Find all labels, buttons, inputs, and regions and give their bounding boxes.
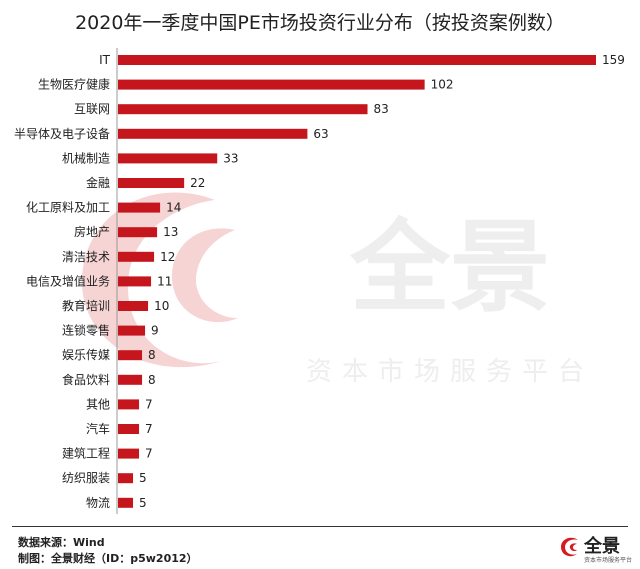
chart-title: 2020年一季度中国PE市场投资行业分布（按投资案例数） bbox=[75, 12, 565, 34]
bar bbox=[118, 301, 149, 311]
data-label: 8 bbox=[148, 373, 156, 387]
logo-name: 全景 bbox=[584, 536, 620, 557]
data-label: 102 bbox=[431, 78, 454, 92]
data-label: 22 bbox=[190, 176, 205, 190]
category-label: 教育培训 bbox=[62, 298, 110, 313]
data-label: 9 bbox=[151, 324, 159, 338]
bar bbox=[118, 497, 134, 508]
bar bbox=[118, 350, 143, 361]
bars-group bbox=[118, 55, 596, 508]
bar bbox=[118, 399, 140, 410]
logo-swirl-icon bbox=[561, 537, 578, 557]
data-label: 13 bbox=[163, 225, 178, 239]
bar bbox=[118, 251, 155, 262]
watermark-sub-text: 资本市场服务平台 bbox=[306, 357, 594, 387]
bar bbox=[118, 325, 146, 336]
bar bbox=[118, 276, 152, 287]
data-source-text: 数据来源：Wind bbox=[18, 536, 105, 549]
data-label: 11 bbox=[157, 274, 172, 288]
brand-logo: 全景 资本市场服务平台 bbox=[558, 532, 634, 566]
data-label: 8 bbox=[148, 348, 156, 362]
bar bbox=[118, 202, 161, 213]
category-label: 建筑工程 bbox=[62, 446, 110, 461]
category-label: 娱乐传媒 bbox=[62, 347, 110, 362]
data-label: 33 bbox=[223, 151, 238, 165]
data-label: 7 bbox=[145, 422, 153, 436]
bar bbox=[118, 153, 218, 164]
data-label: 5 bbox=[139, 496, 147, 510]
category-label: 连锁零售 bbox=[62, 323, 110, 338]
data-label: 7 bbox=[145, 397, 153, 411]
logo-subtitle: 资本市场服务平台 bbox=[584, 557, 633, 564]
bar-chart: 全景 资本市场服务平台 IT 生物医疗健康互联网半导体及电子设备机械制造金融化工原… bbox=[14, 48, 625, 514]
bar bbox=[118, 374, 143, 385]
data-label: 63 bbox=[313, 127, 328, 141]
data-label: 83 bbox=[374, 102, 389, 116]
category-label: 食品饮料 bbox=[62, 372, 110, 387]
data-label: 10 bbox=[154, 299, 169, 313]
category-label: 金融 bbox=[86, 175, 110, 190]
value-labels-group: 159 102 83 63 33 22 14 13 12 11 10 9 8 8 7 7 7 5 5 bbox=[139, 53, 625, 510]
bar bbox=[118, 473, 134, 484]
data-label: 159 bbox=[602, 53, 625, 67]
bar bbox=[118, 448, 140, 459]
data-label: 14 bbox=[166, 201, 181, 215]
watermark: 全景 资本市场服务平台 bbox=[81, 192, 594, 387]
data-label: 5 bbox=[139, 471, 147, 485]
bar bbox=[118, 55, 596, 65]
footer-divider bbox=[12, 526, 628, 527]
data-label: 12 bbox=[160, 250, 175, 264]
data-label: 7 bbox=[145, 447, 153, 461]
category-label: 互联网 bbox=[74, 102, 110, 116]
category-label: 机械制造 bbox=[62, 150, 110, 165]
bar bbox=[118, 128, 308, 139]
bar bbox=[118, 178, 185, 188]
bar bbox=[118, 227, 158, 238]
bar bbox=[118, 104, 368, 115]
category-label: 物流 bbox=[86, 496, 110, 510]
bar bbox=[118, 79, 425, 90]
category-label: 生物医疗健康 bbox=[38, 77, 110, 92]
category-label: 电信及增值业务 bbox=[26, 273, 110, 288]
category-label: 其他 bbox=[86, 397, 110, 411]
category-label: 房地产 bbox=[74, 224, 110, 239]
category-label: IT bbox=[99, 53, 111, 67]
category-label: 汽车 bbox=[86, 421, 110, 436]
category-label: 化工原料及加工 bbox=[26, 201, 110, 215]
chart-maker-text: 制图：全景财经（ID：p5w2012） bbox=[18, 552, 198, 565]
category-label: 清洁技术 bbox=[62, 250, 110, 264]
category-label: 纺织服装 bbox=[62, 471, 110, 485]
category-labels-group: IT 生物医疗健康互联网半导体及电子设备机械制造金融化工原料及加工房地产清洁技术电… bbox=[14, 53, 111, 510]
watermark-main-text: 全景 bbox=[349, 209, 550, 326]
bar bbox=[118, 424, 140, 434]
category-label: 半导体及电子设备 bbox=[14, 127, 110, 141]
